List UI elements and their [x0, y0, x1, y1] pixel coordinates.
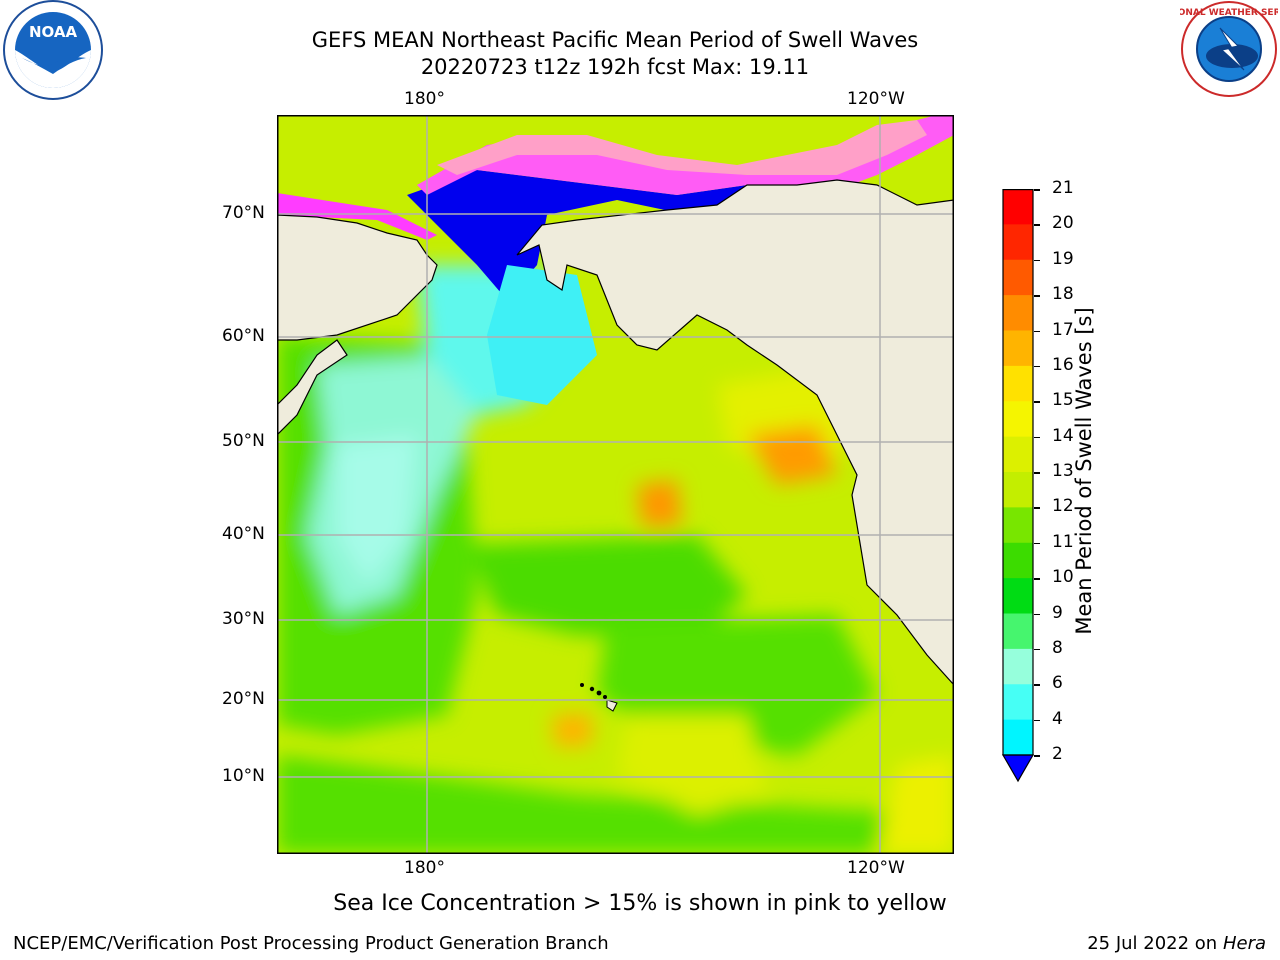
chart-subtitle: 20220723 t12z 192h fcst Max: 19.11 [420, 55, 810, 79]
nws-logo: NATIONAL WEATHER SERVICE [1154, 0, 1280, 98]
colorbar-tick-label: 12 [1052, 496, 1074, 517]
colorbar-tick-mark [1034, 436, 1040, 439]
colorbar-tick-mark [1034, 401, 1040, 403]
lon-label-bottom-180: 180° [404, 858, 445, 878]
lat-label-40n: 40°N [222, 524, 265, 544]
colorbar-tick-mark [1034, 189, 1040, 191]
colorbar-tick-mark [1034, 719, 1040, 722]
lon-label-top-120w: 120°W [847, 89, 905, 109]
colorbar-tick-label: 2 [1052, 744, 1063, 764]
colorbar-tick-mark [1034, 472, 1040, 474]
colorbar-segment [1003, 684, 1033, 721]
colorbar-tick-label: 20 [1052, 213, 1074, 234]
colorbar-tick-label: 13 [1052, 461, 1074, 481]
colorbar-tick-label: 21 [1052, 178, 1074, 198]
colorbar-outline [1002, 189, 1034, 756]
colorbar-segment [1003, 401, 1033, 438]
colorbar-ticks: 21 20 19 18 17 16 15 14 13 12 11 10 9 8 6 4 2 [1034, 178, 1092, 764]
lat-label-30n: 30°N [222, 609, 265, 629]
colorbar-tick-label: 10 [1052, 567, 1074, 588]
colorbar-tick-mark [1034, 259, 1040, 262]
colorbar-extend-triangle [1001, 754, 1035, 783]
sea-ice-note: Sea Ice Concentration > 15% is shown in … [333, 891, 947, 916]
colorbar-tick-mark [1034, 224, 1040, 226]
colorbar-segment [1003, 472, 1033, 508]
lon-label-top-180: 180° [404, 89, 445, 109]
colorbar-tick-label: 15 [1052, 390, 1074, 411]
nws-logo-text: NATIONAL WEATHER SERVICE [1180, 8, 1278, 18]
swell-period-map [277, 115, 954, 854]
colorbar-segment [1003, 224, 1033, 261]
lon-label-bottom-120w: 120°W [847, 858, 905, 878]
colorbar-segment [1003, 542, 1033, 579]
colorbar [1001, 189, 1035, 783]
colorbar-segment [1003, 507, 1033, 544]
colorbar-tick-mark [1034, 330, 1040, 332]
colorbar-segment [1003, 189, 1033, 225]
colorbar-tick-mark [1034, 365, 1040, 368]
colorbar-tick-label: 8 [1052, 637, 1063, 658]
colorbar-segment [1003, 365, 1033, 402]
colorbar-tick-mark [1034, 648, 1040, 651]
noaa-logo-text: NOAA [29, 23, 78, 41]
lat-label-60n: 60°N [222, 326, 265, 346]
noaa-logo: NOAA [2, 0, 104, 102]
colorbar-tick-mark [1034, 684, 1040, 686]
colorbar-segment [1003, 578, 1033, 614]
colorbar-segment [1003, 648, 1033, 685]
footer-host: Hera [1222, 933, 1266, 954]
colorbar-tick-mark [1034, 295, 1040, 297]
colorbar-tick-mark [1034, 542, 1040, 545]
footer-date: 25 Jul 2022 on [1087, 933, 1223, 954]
colorbar-tick-label: 18 [1052, 284, 1074, 305]
colorbar-tick-mark [1034, 507, 1040, 509]
colorbar-tick-label: 6 [1052, 673, 1063, 694]
footer-right: 25 Jul 2022 on Hera [1087, 933, 1266, 954]
lat-label-10n: 10°N [222, 766, 265, 786]
chart-title: GEFS MEAN Northeast Pacific Mean Period … [311, 28, 919, 52]
colorbar-tick-label: 19 [1052, 248, 1074, 269]
colorbar-segment [1003, 719, 1033, 756]
colorbar-tick-mark [1034, 578, 1040, 580]
colorbar-graphic [1001, 189, 1035, 783]
colorbar-tick-label: 16 [1052, 354, 1074, 375]
footer-left: NCEP/EMC/Verification Post Processing Pr… [13, 933, 609, 954]
colorbar-tick-label: 14 [1052, 425, 1074, 446]
colorbar-tick-mark [1034, 613, 1040, 615]
colorbar-segment [1003, 613, 1033, 650]
colorbar-segment [1003, 436, 1033, 473]
colorbar-tick-mark [1034, 755, 1040, 757]
colorbar-segment [1003, 295, 1033, 331]
colorbar-tick-label: 11 [1052, 531, 1074, 552]
map-panel [277, 115, 954, 854]
colorbar-segment [1003, 330, 1033, 367]
lat-label-70n: 70°N [222, 203, 265, 223]
colorbar-tick-label: 17 [1052, 319, 1074, 340]
colorbar-tick-label: 4 [1052, 708, 1063, 729]
lat-label-50n: 50°N [222, 431, 265, 451]
colorbar-label: Mean Period of Swell Waves [s] [1072, 307, 1096, 635]
colorbar-tick-label: 9 [1052, 602, 1063, 623]
lat-label-20n: 20°N [222, 689, 265, 709]
colorbar-segment [1003, 259, 1033, 296]
